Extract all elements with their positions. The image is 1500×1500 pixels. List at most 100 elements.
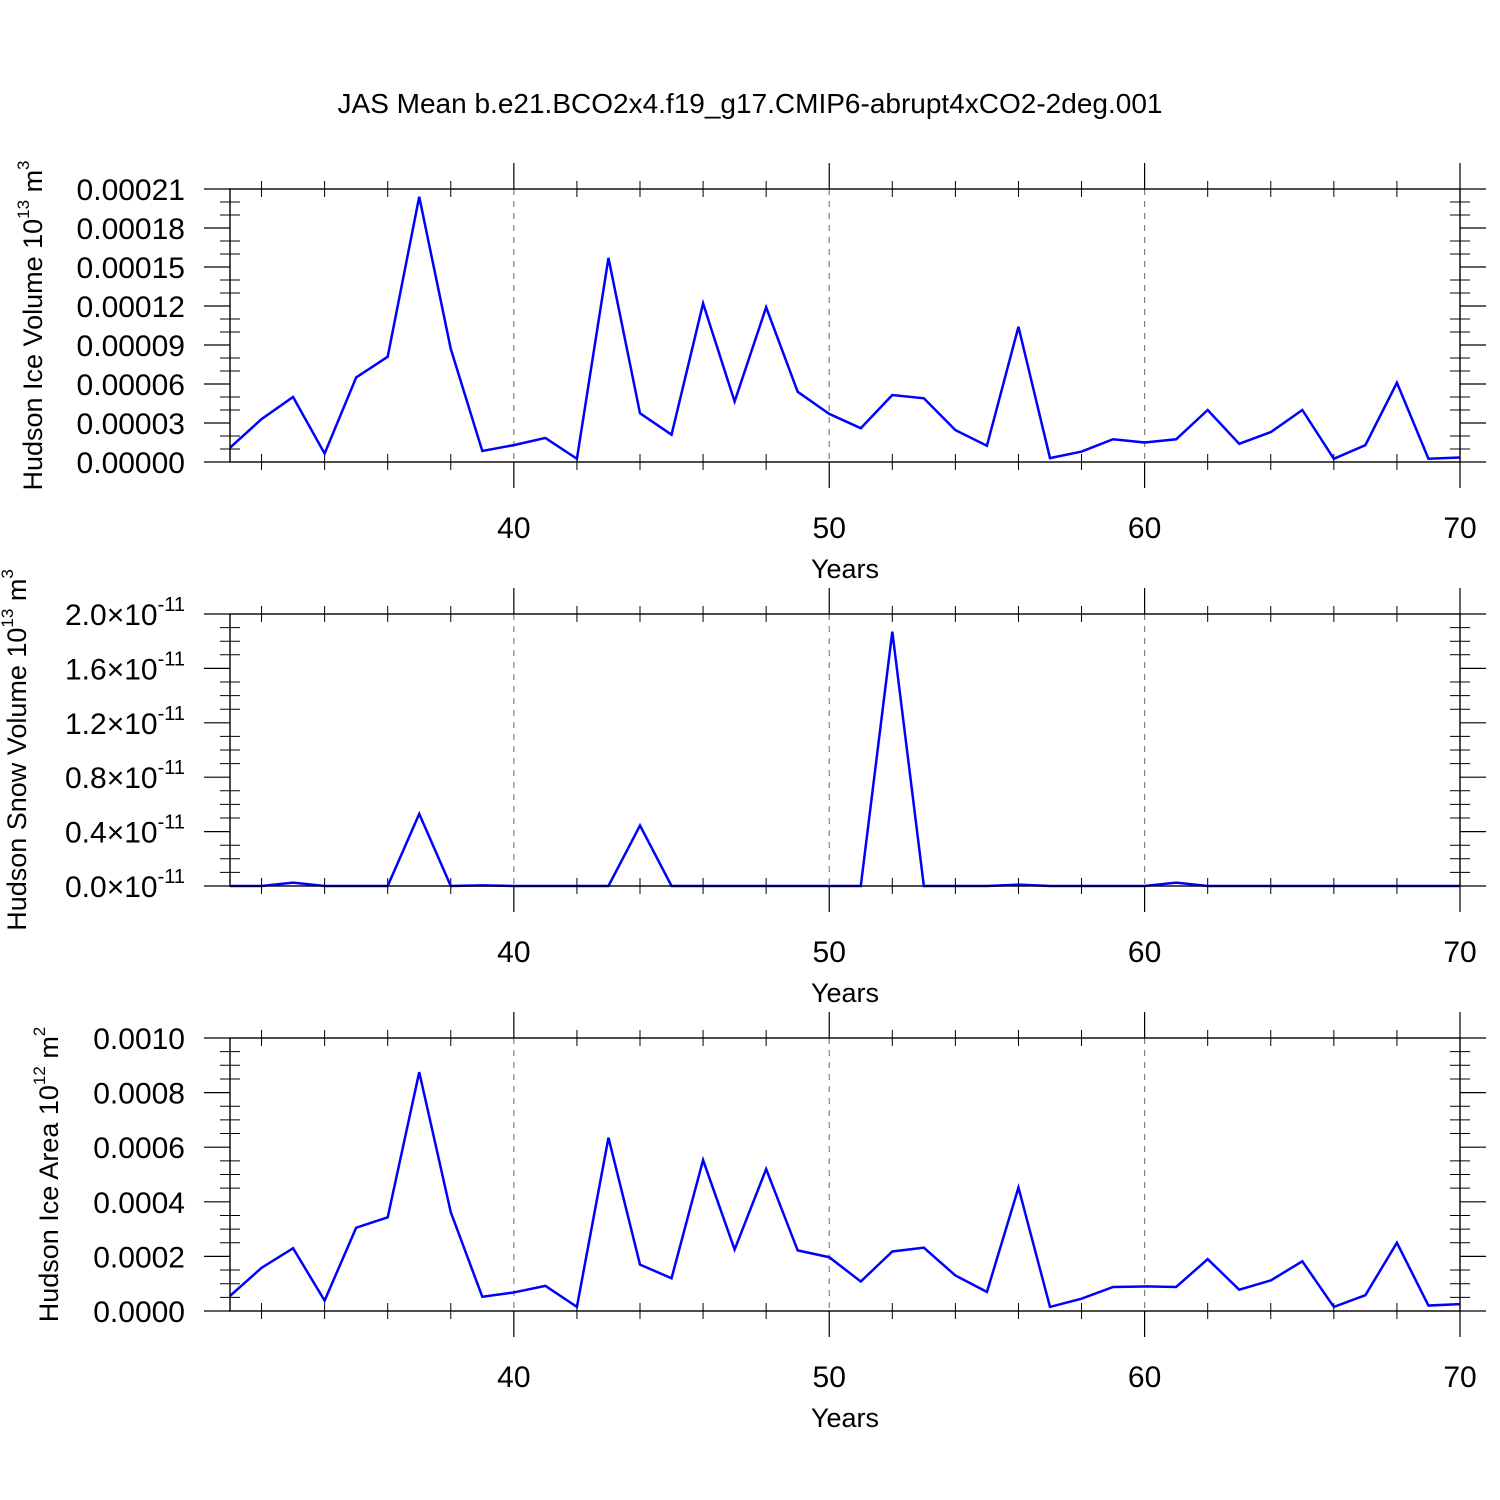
data-point bbox=[923, 1246, 925, 1248]
data-point bbox=[796, 391, 798, 393]
data-point bbox=[481, 450, 483, 452]
y-tick-label: 1.6×10-11 bbox=[65, 648, 185, 686]
data-point bbox=[1143, 1285, 1145, 1287]
y-tick-label: 0.00003 bbox=[77, 408, 185, 441]
data-point bbox=[1427, 458, 1429, 460]
data-point bbox=[1017, 326, 1019, 328]
data-point bbox=[1396, 1242, 1398, 1244]
data-point bbox=[1206, 409, 1208, 411]
data-point bbox=[1301, 409, 1303, 411]
y-tick-label: 0.0×10-11 bbox=[65, 866, 185, 904]
y-tick-label: 0.00006 bbox=[77, 369, 185, 402]
data-point bbox=[386, 1216, 388, 1218]
y-axis-label-unit-exponent: 3 bbox=[14, 160, 33, 169]
y-axis-label-exponent: 12 bbox=[30, 1066, 49, 1085]
data-point bbox=[923, 397, 925, 399]
data-point bbox=[639, 1263, 641, 1265]
y-tick-label: 0.0006 bbox=[93, 1132, 185, 1165]
x-axis-label: Years bbox=[811, 554, 879, 584]
panel-3: 40 50 60 70 0.0000 0.0002 0.0004 0.0006 0.0008 0.… bbox=[30, 1012, 1486, 1433]
data-point bbox=[891, 630, 893, 632]
data-point bbox=[670, 434, 672, 436]
x-tick-label: 50 bbox=[813, 1361, 846, 1394]
y-tick-label: 0.0004 bbox=[93, 1187, 185, 1220]
data-point bbox=[576, 458, 578, 460]
data-point bbox=[796, 1249, 798, 1251]
data-point bbox=[702, 302, 704, 304]
x-axis-label: Years bbox=[811, 978, 879, 1008]
y-tick-mantissa: 0.8 bbox=[65, 762, 107, 795]
x-tick-label: 40 bbox=[497, 936, 530, 969]
data-point bbox=[986, 445, 988, 447]
data-point bbox=[860, 427, 862, 429]
data-point bbox=[733, 1248, 735, 1250]
data-point bbox=[1427, 1304, 1429, 1306]
data-point bbox=[1017, 1186, 1019, 1188]
data-point bbox=[1333, 1306, 1335, 1308]
panel-2: 40 50 60 700.0×10-110.4×10-110.8×10-111.2×1… bbox=[0, 569, 1486, 1008]
y-tick-mantissa: 1.2 bbox=[65, 708, 107, 741]
x-tick-label: 70 bbox=[1443, 512, 1476, 545]
data-point bbox=[355, 1227, 357, 1229]
data-point bbox=[481, 1296, 483, 1298]
y-tick-suffix: ×10 bbox=[107, 871, 158, 904]
y-axis-label-unit: m bbox=[34, 1036, 64, 1066]
data-point bbox=[891, 1250, 893, 1252]
data-point bbox=[450, 348, 452, 350]
y-axis-label-exponent: 13 bbox=[14, 200, 33, 219]
data-point bbox=[765, 306, 767, 308]
data-point bbox=[355, 376, 357, 378]
y-axis-label: Hudson Ice Area 1012 m2 bbox=[30, 1027, 64, 1323]
y-tick-suffix: ×10 bbox=[107, 762, 158, 795]
y-tick-mantissa: 2.0 bbox=[65, 599, 107, 632]
data-point bbox=[607, 1136, 609, 1138]
data-point bbox=[513, 1291, 515, 1293]
data-point bbox=[860, 1280, 862, 1282]
data-point bbox=[1364, 444, 1366, 446]
y-axis-label: Hudson Snow Volume 1013 m3 bbox=[0, 569, 32, 931]
y-tick-suffix: ×10 bbox=[107, 653, 158, 686]
y-tick-label: 0.00009 bbox=[77, 330, 185, 363]
series-line bbox=[229, 1071, 1461, 1309]
y-axis-label-text: Hudson Snow Volume 10 bbox=[2, 628, 32, 931]
data-point bbox=[1301, 1260, 1303, 1262]
data-point bbox=[1396, 382, 1398, 384]
data-point bbox=[639, 824, 641, 826]
data-point bbox=[450, 1211, 452, 1213]
x-tick-label: 40 bbox=[497, 1361, 530, 1394]
y-tick-exponent: -11 bbox=[158, 648, 185, 670]
data-point bbox=[891, 394, 893, 396]
data-point bbox=[986, 1291, 988, 1293]
plot-frame bbox=[229, 1037, 1461, 1312]
data-point bbox=[702, 1159, 704, 1161]
y-tick-label: 0.00000 bbox=[77, 447, 185, 480]
data-point bbox=[1333, 458, 1335, 460]
panel-1: 40 50 60 70 0.00000 0.00003 0.00006 0.00009 0.00… bbox=[14, 160, 1486, 584]
data-point bbox=[418, 813, 420, 815]
y-tick-mantissa: 0.4 bbox=[65, 817, 107, 850]
data-point bbox=[418, 196, 420, 198]
x-tick-label: 60 bbox=[1128, 1361, 1161, 1394]
y-tick-label: 1.2×10-11 bbox=[65, 703, 185, 741]
x-tick-label: 60 bbox=[1128, 936, 1161, 969]
data-point bbox=[1175, 1286, 1177, 1288]
x-tick-label: 60 bbox=[1128, 512, 1161, 545]
data-point bbox=[1238, 1289, 1240, 1291]
data-point bbox=[1175, 438, 1177, 440]
x-tick-label: 50 bbox=[813, 936, 846, 969]
data-point bbox=[670, 1277, 672, 1279]
data-point bbox=[1049, 457, 1051, 459]
y-axis-label-unit-exponent: 3 bbox=[0, 569, 17, 578]
data-point bbox=[292, 396, 294, 398]
data-point bbox=[323, 1299, 325, 1301]
x-tick-label: 70 bbox=[1443, 936, 1476, 969]
y-tick-label: 0.0010 bbox=[93, 1023, 185, 1056]
x-tick-label: 50 bbox=[813, 512, 846, 545]
data-point bbox=[1206, 1258, 1208, 1260]
data-point bbox=[1175, 881, 1177, 883]
y-tick-exponent: -11 bbox=[158, 703, 185, 725]
y-tick-exponent: -11 bbox=[158, 757, 185, 779]
y-tick-label: 0.0002 bbox=[93, 1241, 185, 1274]
y-tick-mantissa: 0.0 bbox=[65, 871, 107, 904]
